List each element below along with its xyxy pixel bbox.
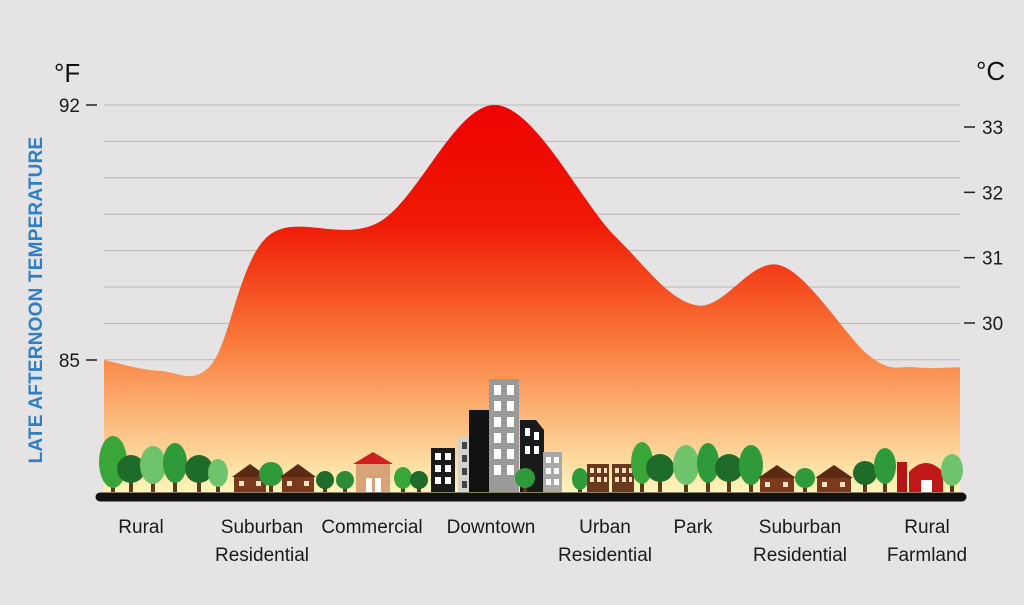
zone-label: Commercial xyxy=(321,517,422,538)
house-icon xyxy=(232,464,268,492)
tree-icon xyxy=(394,467,412,492)
tree-icon xyxy=(572,468,588,492)
apartment-icon xyxy=(612,464,634,492)
tree-icon xyxy=(410,471,428,492)
silo-icon xyxy=(897,462,907,492)
skyscraper-icon xyxy=(543,452,562,492)
right-axis-ticks: 33 32 31 30 xyxy=(964,118,1003,335)
zone-label: Rural xyxy=(118,517,163,538)
tree-icon xyxy=(646,454,674,492)
celsius-unit-label: °C xyxy=(976,56,1005,86)
tree-icon xyxy=(336,471,354,492)
right-tick-label: 32 xyxy=(982,183,1003,204)
tree-icon xyxy=(117,455,145,492)
fahrenheit-unit-label: °F xyxy=(54,58,80,88)
left-tick-label: 92 xyxy=(59,96,80,117)
heat-area-series xyxy=(104,104,960,496)
y-axis-label: LATE AFTERNOON TEMPERATURE xyxy=(26,137,47,464)
house-icon xyxy=(815,465,853,492)
landscape-illustration xyxy=(99,379,963,492)
house-icon xyxy=(280,464,316,492)
tree-icon xyxy=(316,471,334,492)
left-axis-ticks: 92 85 xyxy=(59,96,97,372)
zone-labels: Rural Suburban Residential Commercial Downto… xyxy=(118,517,967,566)
right-tick-label: 31 xyxy=(982,249,1003,270)
tree-icon xyxy=(715,454,743,492)
barn-icon xyxy=(909,463,943,492)
tree-icon xyxy=(697,443,719,492)
tree-icon xyxy=(208,459,228,492)
tree-icon xyxy=(853,461,877,492)
zone-label: Rural Farmland xyxy=(887,517,967,566)
house-icon xyxy=(758,465,796,492)
tree-icon xyxy=(941,454,963,492)
skyscraper-icon xyxy=(431,448,455,492)
left-tick-label: 85 xyxy=(59,351,80,372)
tree-icon xyxy=(140,446,166,492)
zone-label: Urban Residential xyxy=(558,517,652,566)
skyscraper-icon xyxy=(489,379,519,492)
tree-icon xyxy=(874,448,896,492)
commercial-building-icon xyxy=(353,452,393,492)
tree-icon xyxy=(739,445,763,492)
tree-icon xyxy=(163,443,187,492)
apartment-icon xyxy=(587,464,609,492)
zone-label: Park xyxy=(673,517,713,538)
tree-icon xyxy=(185,455,213,492)
tree-icon xyxy=(673,445,699,492)
zone-label: Suburban Residential xyxy=(215,517,309,566)
tree-icon xyxy=(515,468,535,492)
skyscraper-icon xyxy=(469,410,491,492)
tree-icon xyxy=(259,462,283,492)
zone-label: Downtown xyxy=(447,517,536,538)
right-tick-label: 30 xyxy=(982,314,1003,335)
tree-icon xyxy=(795,468,815,492)
right-tick-label: 33 xyxy=(982,118,1003,139)
zone-label: Suburban Residential xyxy=(753,517,847,566)
